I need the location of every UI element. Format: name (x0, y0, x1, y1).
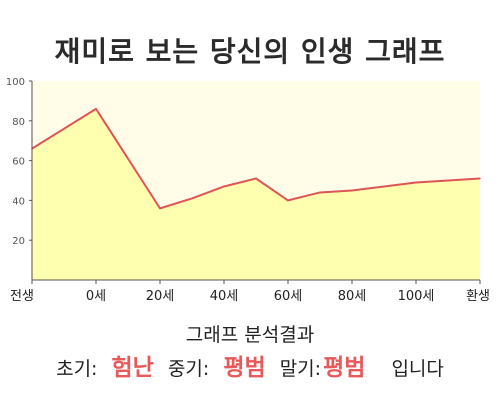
data-point-3 (191, 197, 193, 200)
x-tick-label: 환생 (466, 289, 490, 304)
data-point-12 (479, 177, 481, 180)
analysis-result: 초기: 험난 중기: 평범 말기:평범 입니다 (0, 348, 500, 382)
x-tick-label: 80세 (338, 289, 367, 304)
analysis-title: 그래프 분석결과 (185, 324, 315, 346)
life-area-fill (32, 108, 480, 280)
x-tick-label: 100세 (398, 289, 435, 304)
data-point-9 (383, 185, 385, 188)
early-label: 초기: (56, 358, 98, 380)
result-suffix: 입니다 (391, 358, 444, 380)
y-tick-label: 100 (6, 77, 25, 88)
late-value: 평범 (323, 355, 366, 381)
page-title: 재미로 보는 당신의 인생 그래프 (54, 35, 446, 68)
data-point-1 (95, 108, 97, 110)
x-tick-label: 60세 (274, 289, 303, 304)
data-point-4 (223, 185, 225, 188)
data-point-6 (287, 199, 289, 202)
middle-label: 중기: (167, 358, 210, 380)
data-point-10 (415, 181, 417, 184)
middle-value: 평범 (223, 355, 266, 381)
late-label: 말기: (279, 358, 322, 380)
x-tick-label: 40세 (210, 289, 239, 304)
y-tick-label: 60 (12, 157, 25, 168)
data-point-7 (319, 191, 321, 194)
y-tick-label: 40 (12, 196, 25, 207)
data-point-11 (447, 179, 449, 182)
y-tick-label: 80 (12, 117, 25, 128)
x-tick-label: 20세 (146, 289, 175, 304)
data-point-2 (159, 207, 161, 210)
x-tick-label: 전생 (10, 289, 34, 304)
data-point-5 (255, 177, 257, 180)
early-value: 험난 (111, 355, 154, 381)
y-tick-label: 20 (12, 236, 25, 247)
x-tick-label: 0세 (86, 289, 106, 304)
data-point-8 (351, 189, 353, 192)
